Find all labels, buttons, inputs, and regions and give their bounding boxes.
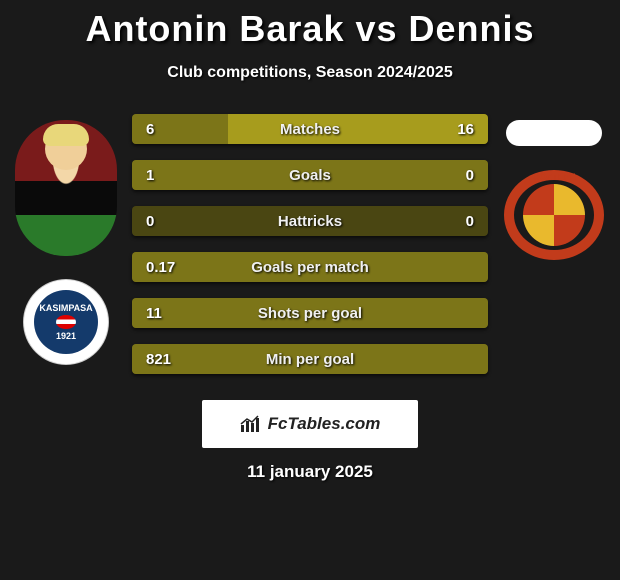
metric-row: 6Matches16 <box>132 114 488 144</box>
metric-label: Matches <box>202 121 418 138</box>
club-right-label: GÖZTEPE <box>504 172 604 182</box>
metric-row: 0Hattricks0 <box>132 206 488 236</box>
metric-value-left: 6 <box>132 121 202 138</box>
metric-row: 1Goals0 <box>132 160 488 190</box>
metric-value-left: 11 <box>132 305 202 322</box>
metric-row: 0.17Goals per match <box>132 252 488 282</box>
comparison-panel: KASIMPASA 1921 6Matches161Goals00Hattric… <box>0 114 620 390</box>
snapshot-date: 11 january 2025 <box>0 462 620 482</box>
metric-value-left: 1 <box>132 167 202 184</box>
metric-value-right: 16 <box>418 121 488 138</box>
page-title: Antonin Barak vs Dennis <box>0 0 620 50</box>
metric-label: Goals per match <box>202 259 418 276</box>
player-left-photo <box>15 120 117 256</box>
metric-value-left: 821 <box>132 351 202 368</box>
metric-value-right: 0 <box>418 213 488 230</box>
metric-label: Goals <box>202 167 418 184</box>
source-badge: FcTables.com <box>202 400 418 448</box>
player-right-photo <box>506 120 602 146</box>
page-subtitle: Club competitions, Season 2024/2025 <box>0 64 620 82</box>
metric-value-left: 0.17 <box>132 259 202 276</box>
metric-label: Hattricks <box>202 213 418 230</box>
metric-value-right: 0 <box>418 167 488 184</box>
club-right-badge: GÖZTEPE <box>504 170 604 260</box>
metric-value-left: 0 <box>132 213 202 230</box>
club-left-year: 1921 <box>56 331 76 341</box>
source-label: FcTables.com <box>268 414 381 434</box>
metric-row: 821Min per goal <box>132 344 488 374</box>
metric-label: Shots per goal <box>202 305 418 322</box>
bar-chart-icon <box>240 415 262 433</box>
turkey-flag-icon <box>56 315 76 329</box>
metric-bars: 6Matches161Goals00Hattricks00.17Goals pe… <box>126 114 494 390</box>
left-side: KASIMPASA 1921 <box>6 114 126 390</box>
club-left-label: KASIMPASA <box>39 303 92 313</box>
metric-label: Min per goal <box>202 351 418 368</box>
right-side: GÖZTEPE <box>494 114 614 390</box>
metric-row: 11Shots per goal <box>132 298 488 328</box>
club-left-badge: KASIMPASA 1921 <box>24 280 108 364</box>
